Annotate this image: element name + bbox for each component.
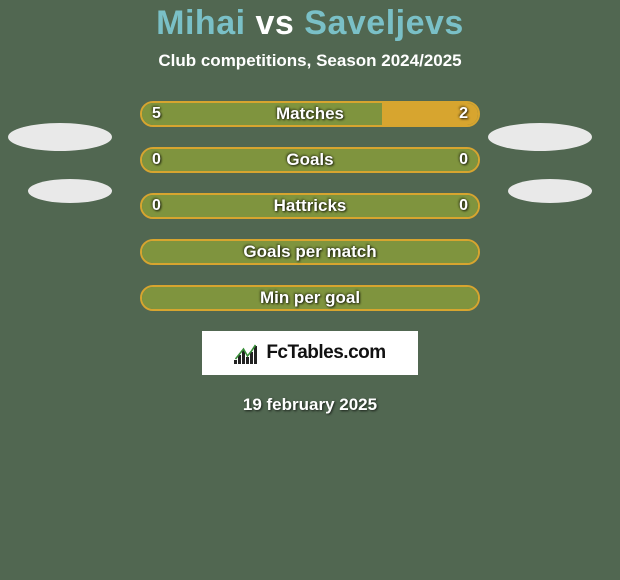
chart-icon-svg	[234, 342, 260, 364]
chart-icon	[234, 342, 260, 364]
stat-row: Matches5 2	[140, 101, 480, 127]
stat-value-left: 0	[152, 193, 161, 219]
stat-row: Goals0 0	[140, 147, 480, 173]
stat-value-left: 5	[152, 101, 161, 127]
brand-logo-text: FcTables.com	[266, 342, 385, 364]
stat-value-left: 0	[152, 147, 161, 173]
stat-label: Min per goal	[140, 285, 480, 311]
stat-label: Matches	[140, 101, 480, 127]
infographic-container: Mihai vs Saveljevs Club competitions, Se…	[0, 0, 620, 580]
stat-label: Goals per match	[140, 239, 480, 265]
stat-value-right: 0	[459, 193, 468, 219]
stat-value-right: 0	[459, 147, 468, 173]
page-title: Mihai vs Saveljevs	[0, 4, 620, 43]
brand-logo-box: FcTables.com	[202, 331, 418, 375]
date-text: 19 february 2025	[0, 395, 620, 415]
stat-value-right: 2	[459, 101, 468, 127]
player-oval	[488, 123, 592, 151]
player1-name: Mihai	[156, 4, 245, 42]
stat-row: Min per goal	[140, 285, 480, 311]
stat-row: Goals per match	[140, 239, 480, 265]
stat-label: Goals	[140, 147, 480, 173]
player-oval	[8, 123, 112, 151]
player-oval	[28, 179, 112, 203]
stat-row: Hattricks0 0	[140, 193, 480, 219]
brand-suffix: .com	[343, 342, 385, 363]
player2-name: Saveljevs	[304, 4, 464, 42]
stat-label: Hattricks	[140, 193, 480, 219]
player-oval	[508, 179, 592, 203]
vs-word: vs	[256, 4, 295, 42]
subtitle: Club competitions, Season 2024/2025	[0, 51, 620, 71]
brand-name: FcTables	[266, 342, 343, 363]
